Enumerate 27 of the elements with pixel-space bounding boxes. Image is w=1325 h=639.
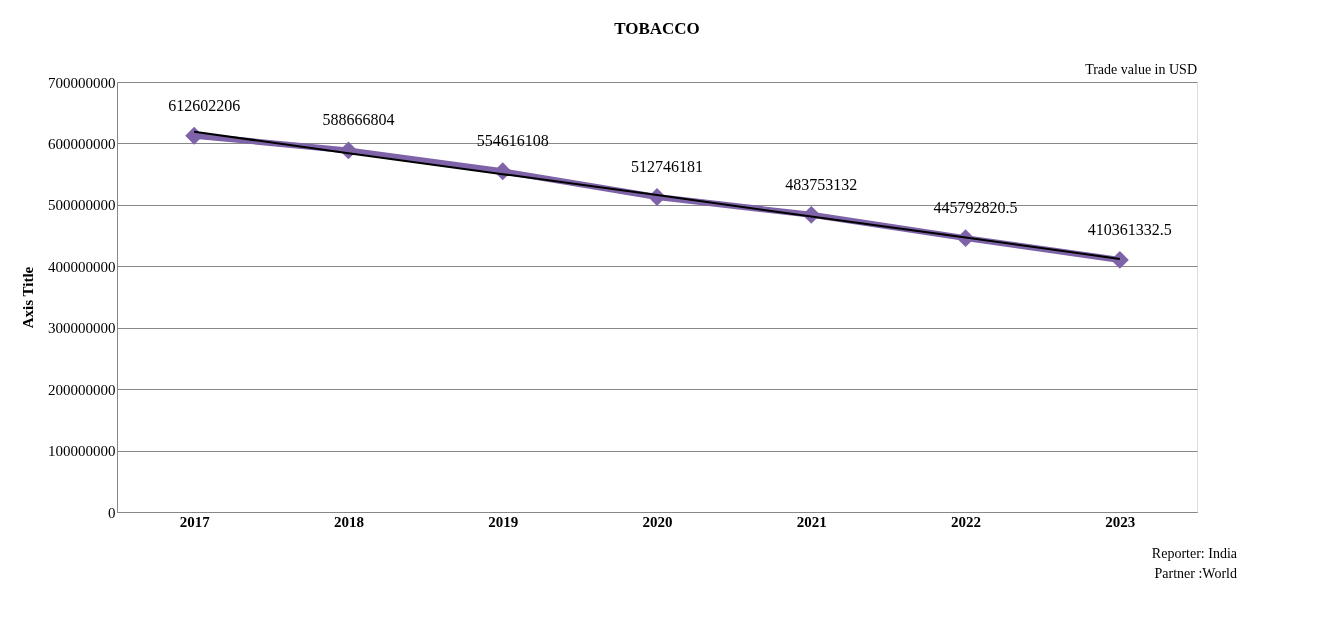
y-tick-label: 700000000 <box>48 74 116 91</box>
y-tick-label: 300000000 <box>48 320 116 337</box>
data-label: 554616108 <box>476 132 549 150</box>
y-tick-label: 100000000 <box>48 443 116 460</box>
x-tick-label: 2021 <box>796 513 827 530</box>
y-tick-label: 0 <box>108 504 116 521</box>
x-tick-label: 2022 <box>951 513 982 530</box>
data-label: 588666804 <box>322 111 395 129</box>
text: Partner :World <box>1154 566 1237 581</box>
x-tick-label: 2017 <box>179 513 211 530</box>
x-tick-label: 2023 <box>1105 513 1136 530</box>
x-tick-label: 2018 <box>333 513 364 530</box>
data-label: 483753132 <box>785 175 858 193</box>
chart-title: TOBACCO <box>614 19 700 38</box>
data-label: 612602206 <box>168 96 241 114</box>
data-label: 445792820.5 <box>933 199 1018 217</box>
y-axis-title: Axis Title <box>20 266 36 329</box>
text: Reporter: India <box>1151 546 1238 561</box>
data-label: 410361332.5 <box>1087 220 1172 238</box>
text: Trade value in USD <box>1085 62 1197 77</box>
data-label: 512746181 <box>631 158 703 176</box>
y-tick-label: 500000000 <box>48 197 116 214</box>
y-tick-label: 200000000 <box>48 381 116 398</box>
y-tick-label: 600000000 <box>48 135 116 152</box>
y-tick-label: 400000000 <box>48 258 116 275</box>
x-tick-label: 2019 <box>488 513 519 530</box>
x-tick-label: 2020 <box>642 513 673 530</box>
